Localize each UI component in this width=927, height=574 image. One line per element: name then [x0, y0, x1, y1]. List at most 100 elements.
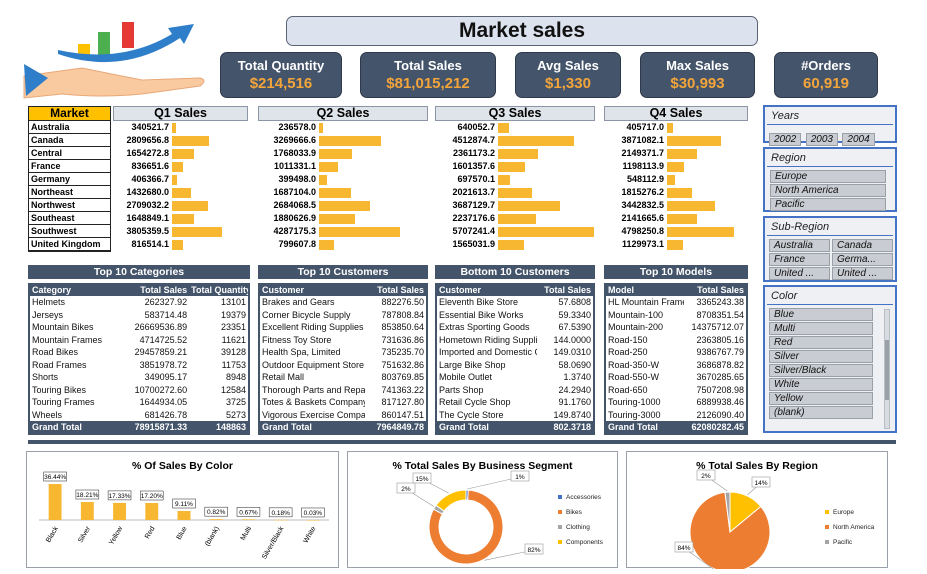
- quarter-sales-row: 3269666.6: [258, 134, 428, 147]
- bottom-customers-title: Bottom 10 Customers: [435, 265, 595, 279]
- quarter-sales-value: 3871082.1: [621, 135, 664, 145]
- table-cell: 3365243.38: [696, 297, 744, 307]
- table-cell: 1644934.05: [139, 397, 188, 407]
- table-row: Touring-1000 6889938.46: [606, 396, 746, 409]
- table-cell: 6889938.46: [696, 397, 744, 407]
- slicer-item-canada[interactable]: Canada: [832, 239, 893, 252]
- table-row: Corner Bicycle Supply 787808.84: [260, 309, 426, 322]
- quarter-sales-value: 3687129.7: [452, 200, 495, 210]
- column-header[interactable]: Category: [30, 285, 120, 296]
- quarter-sales-value: 2809656.8: [126, 135, 169, 145]
- top-categories-title: Top 10 Categories: [28, 265, 250, 279]
- slicer-item-blank[interactable]: (blank): [769, 406, 873, 419]
- quarter-sales-row: 1687104.0: [258, 186, 428, 199]
- slicer-item-yellow[interactable]: Yellow: [769, 392, 873, 405]
- quarter-sales-row: 1768033.9: [258, 147, 428, 160]
- table-row: Wheels 681426.78 5273: [30, 409, 248, 422]
- data-label: 18.21%: [76, 492, 98, 499]
- kpi-value: $214,516: [249, 75, 313, 92]
- slicer-item-europe[interactable]: Europe: [770, 170, 886, 183]
- table-cell: 8948: [225, 372, 246, 382]
- quarter-sales-row: 2149371.7: [604, 147, 748, 160]
- data-label-box: [75, 489, 100, 500]
- table-row: Mobile Outlet 1.3740: [437, 371, 593, 384]
- table-row: Mountain Bikes 26669536.89 23351: [30, 321, 248, 334]
- column-header[interactable]: Customer: [260, 285, 365, 296]
- slicer-item-2004[interactable]: 2004: [842, 133, 875, 146]
- chart-title: % Of Sales By Color: [132, 460, 233, 472]
- scrollbar-thumb[interactable]: [885, 340, 889, 400]
- data-label-box: [43, 471, 67, 482]
- legend-label: Bikes: [566, 509, 583, 516]
- slicer-item-silver-black[interactable]: Silver/Black: [769, 364, 873, 377]
- table-cell: 29457859.21: [134, 347, 188, 357]
- table-cell: 349095.17: [144, 372, 188, 382]
- quarter-sales-bar: [498, 136, 574, 146]
- table-row: Road Frames 3851978.72 11753: [30, 359, 248, 372]
- table-cell: Extras Sporting Goods: [439, 322, 530, 332]
- column-header[interactable]: Model: [606, 285, 685, 296]
- table-cell: Mountain-100: [608, 309, 664, 320]
- table-cell: Road-550-W: [608, 372, 660, 382]
- table-cell: 860147.51: [381, 409, 424, 420]
- slicer-item-multi[interactable]: Multi: [769, 322, 873, 335]
- slicer-item-2003[interactable]: 2003: [805, 133, 838, 146]
- table-cell: 39128: [220, 347, 246, 357]
- table-cell: Touring-3000: [608, 409, 661, 420]
- quarter-sales-row: 1198113.9: [604, 160, 748, 173]
- table-cell: 67.5390: [558, 322, 591, 332]
- slicer-item-white[interactable]: White: [769, 378, 873, 391]
- column-header[interactable]: Total Sales: [119, 285, 190, 296]
- column-header[interactable]: Customer: [437, 285, 537, 296]
- quarter-sales-bar: [172, 162, 183, 172]
- slicer-item-united-states[interactable]: United ...: [832, 267, 893, 280]
- top-models-title: Top 10 Models: [604, 265, 748, 279]
- quarter-sales-value: 799607.8: [278, 239, 316, 249]
- slicer-item-red[interactable]: Red: [769, 336, 873, 349]
- table-cell: Jerseys: [32, 309, 64, 320]
- table-cell: 149.0310: [553, 347, 591, 357]
- column-header[interactable]: Total Sales: [364, 285, 426, 296]
- slicer-item-germany[interactable]: Germa...: [832, 253, 893, 266]
- table-cell: 11621: [221, 334, 246, 345]
- table-cell: Mountain Frames: [32, 334, 103, 345]
- table-row: Fitness Toy Store 731636.86: [260, 334, 426, 347]
- column-header[interactable]: Total Sales: [684, 285, 746, 296]
- table-cell: Mountain Bikes: [32, 322, 94, 332]
- slice-north-america: [689, 491, 771, 569]
- quarter-sales-row: 1880626.9: [258, 212, 428, 225]
- bar-red: [145, 503, 159, 520]
- data-label-box: [236, 507, 261, 517]
- table-cell: 8708351.54: [696, 309, 744, 320]
- table-row: Eleventh Bike Store 57.6808: [437, 296, 593, 309]
- table-cell: 262327.92: [144, 297, 188, 307]
- quarter-sales-row: 2684068.5: [258, 199, 428, 212]
- market-name: Northeast: [29, 186, 110, 199]
- column-header[interactable]: Total Sales: [536, 285, 593, 296]
- table-row: Road Bikes 29457859.21 39128: [30, 346, 248, 359]
- table-cell: Totes & Baskets Company: [262, 397, 365, 407]
- quarter-sales-value: 2684068.5: [273, 200, 316, 210]
- data-label: 0.67%: [239, 509, 258, 516]
- table-row: Retail Cycle Shop 91.1760: [437, 396, 593, 409]
- slicer-item-france[interactable]: France: [769, 253, 830, 266]
- column-header[interactable]: Total Quantity: [189, 285, 248, 296]
- slicer-item-north-america[interactable]: North America: [770, 184, 886, 197]
- quarter-sales-bar: [667, 149, 698, 159]
- table-row: Touring Bikes 10700272.60 12584: [30, 384, 248, 397]
- slicer-item-2002[interactable]: 2002: [769, 133, 802, 146]
- table-row: Essential Bike Works 59.3340: [437, 309, 593, 322]
- data-label-box: [204, 506, 228, 517]
- quarter-sales-row: 1601357.6: [435, 160, 595, 173]
- table-cell: 787808.84: [381, 309, 424, 320]
- slicer-item-australia[interactable]: Australia: [769, 239, 830, 252]
- slicer-item-silver[interactable]: Silver: [769, 350, 873, 363]
- quarter-sales-bar: [498, 214, 536, 224]
- slicer-item-pacific[interactable]: Pacific: [770, 198, 886, 211]
- slicer-item-blue[interactable]: Blue: [769, 308, 873, 321]
- legend-label: Clothing: [566, 524, 590, 531]
- table-row: Helmets 262327.92 13101: [30, 296, 248, 309]
- table-cell: 2363805.16: [696, 334, 744, 345]
- slicer-item-united-kingdom[interactable]: United ...: [769, 267, 830, 280]
- color-slicer-scrollbar[interactable]: [884, 309, 890, 429]
